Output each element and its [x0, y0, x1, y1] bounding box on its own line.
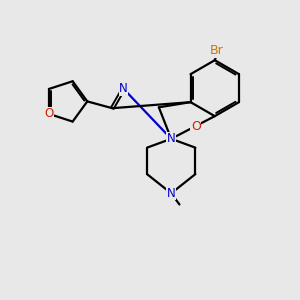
Text: N: N [119, 82, 128, 95]
Text: O: O [191, 119, 201, 133]
Text: N: N [167, 187, 176, 200]
Text: N: N [167, 132, 176, 145]
Text: Br: Br [209, 44, 223, 57]
Text: O: O [44, 107, 54, 120]
